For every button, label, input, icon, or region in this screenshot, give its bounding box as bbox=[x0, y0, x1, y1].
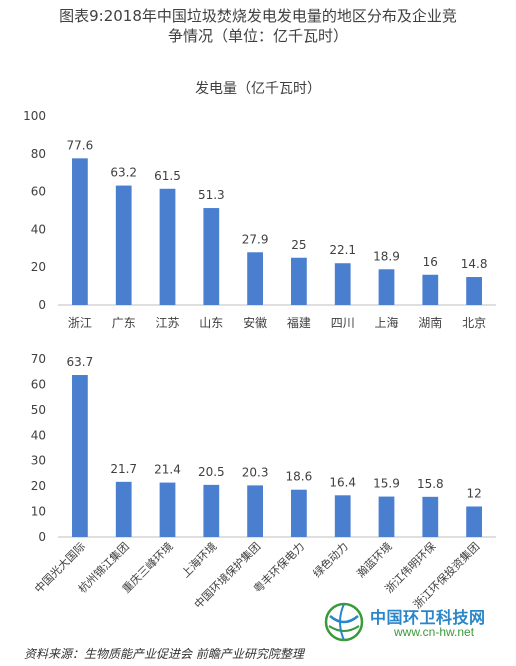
chart-1-bar bbox=[378, 269, 395, 305]
chart-2-data-label: 18.6 bbox=[286, 470, 313, 484]
chart-1-province-bar-chart: 0 20 40 60 80 100 77.6 浙江 63.2 广东 61.5 江苏 51.3 山东 27.9… bbox=[23, 109, 496, 330]
chart-1-bar bbox=[72, 158, 88, 305]
chart-2-y-tick-label: 50 bbox=[31, 403, 46, 417]
chart-2-data-label: 12 bbox=[466, 486, 481, 500]
chart-1-data-label: 14.8 bbox=[461, 257, 488, 271]
chart-2-data-label: 20.3 bbox=[242, 465, 269, 479]
chart-1-data-label: 16 bbox=[423, 255, 438, 269]
chart-1-y-tick-label: 40 bbox=[31, 222, 46, 236]
chart-1-bar bbox=[466, 277, 482, 305]
brand-url: www.cn-hw.net bbox=[394, 625, 475, 639]
chart-1-category-label: 四川 bbox=[331, 316, 355, 330]
chart-2-data-label: 15.8 bbox=[417, 477, 444, 491]
chart-2-data-label: 21.4 bbox=[154, 463, 181, 477]
figure-title-line-2: 争情况（单位：亿千瓦时） bbox=[167, 27, 348, 45]
chart-2-bar bbox=[422, 496, 439, 537]
chart-1-data-label: 22.1 bbox=[329, 243, 356, 257]
chart-2-y-tick-label: 40 bbox=[31, 428, 46, 442]
chart-2-y-tick-label: 30 bbox=[31, 454, 46, 468]
chart-1-category-label: 上海 bbox=[374, 315, 398, 330]
brand-logo: 中国环卫科技网 www.cn-hw.net bbox=[322, 600, 512, 644]
chart-1-y-tick-label: 0 bbox=[38, 298, 46, 312]
chart-2-bar bbox=[115, 481, 132, 537]
chart-2-y-tick-label: 60 bbox=[31, 377, 46, 391]
chart-2-bar bbox=[247, 485, 263, 537]
chart-2-bar bbox=[72, 375, 88, 537]
chart-1-category-label: 广东 bbox=[112, 316, 136, 330]
chart-1-data-label: 51.3 bbox=[198, 188, 225, 202]
chart-1-data-label: 61.5 bbox=[154, 169, 181, 183]
chart-2-bar bbox=[291, 489, 307, 537]
chart-2-data-label: 20.5 bbox=[198, 465, 225, 479]
chart-2-data-label: 15.9 bbox=[373, 477, 400, 491]
brand-globe-icon bbox=[324, 602, 364, 642]
chart-1-category-label: 安徽 bbox=[243, 315, 267, 330]
chart-1-category-label: 浙江 bbox=[68, 316, 92, 330]
chart-2-y-tick-label: 10 bbox=[31, 505, 46, 519]
chart-2-bar bbox=[159, 482, 176, 537]
chart-1-data-label: 63.2 bbox=[110, 166, 137, 180]
chart-2-y-tick-label: 70 bbox=[31, 352, 46, 366]
chart-1-bar bbox=[291, 257, 307, 305]
chart-1-y-tick-label: 20 bbox=[31, 260, 46, 274]
chart-1-category-label: 湖南 bbox=[418, 315, 442, 330]
chart-2-data-label: 63.7 bbox=[67, 355, 94, 369]
chart-1-data-label: 18.9 bbox=[373, 249, 400, 263]
chart-2-data-label: 16.4 bbox=[329, 475, 356, 489]
chart-2-bar bbox=[334, 495, 351, 537]
chart-2-category-label: 绿色动力 bbox=[310, 539, 351, 580]
chart-2-bar bbox=[378, 496, 395, 537]
chart-1-bar bbox=[159, 188, 176, 305]
chart-2-y-tick-label: 20 bbox=[31, 479, 46, 493]
chart-1-data-label: 25 bbox=[291, 238, 306, 252]
chart-1-data-label: 77.6 bbox=[67, 138, 94, 152]
figure-title-line-1: 图表9:2018年中国垃圾焚烧发电发电量的地区分布及企业竞 bbox=[59, 7, 457, 25]
chart-2-y-tick-label: 0 bbox=[38, 530, 46, 544]
chart-1-bar bbox=[203, 208, 220, 305]
figure-header: 图表9:2018年中国垃圾焚烧发电发电量的地区分布及企业竞 争情况（单位：亿千瓦… bbox=[0, 6, 516, 46]
chart-1-category-label: 北京 bbox=[462, 316, 486, 330]
chart-1-category-label: 山东 bbox=[199, 316, 223, 330]
chart-1-title: 发电量（亿千瓦时） bbox=[195, 81, 321, 97]
chart-1-y-tick-label: 80 bbox=[31, 147, 46, 161]
chart-2-category-label: 上海环境 bbox=[178, 539, 219, 580]
source-note: 资料来源：生物质能产业促进会 前瞻产业研究院整理 bbox=[24, 647, 304, 661]
chart-1-y-tick-label: 100 bbox=[23, 109, 46, 123]
chart-2-data-label: 21.7 bbox=[110, 462, 137, 476]
chart-1-bar bbox=[247, 252, 263, 305]
chart-2-category-label: 瀚蓝环境 bbox=[354, 539, 395, 580]
chart-1-bar bbox=[115, 185, 132, 305]
chart-2-bar bbox=[203, 484, 220, 537]
brand-name: 中国环卫科技网 bbox=[370, 608, 486, 627]
chart-1-y-tick-label: 60 bbox=[31, 185, 46, 199]
chart-1-data-label: 27.9 bbox=[242, 232, 269, 246]
chart-1-category-label: 福建 bbox=[287, 315, 311, 330]
chart-1-category-label: 江苏 bbox=[155, 316, 179, 330]
chart-1-bar bbox=[334, 263, 351, 305]
chart-2-bar bbox=[466, 506, 482, 537]
chart-1-bar bbox=[422, 274, 439, 305]
